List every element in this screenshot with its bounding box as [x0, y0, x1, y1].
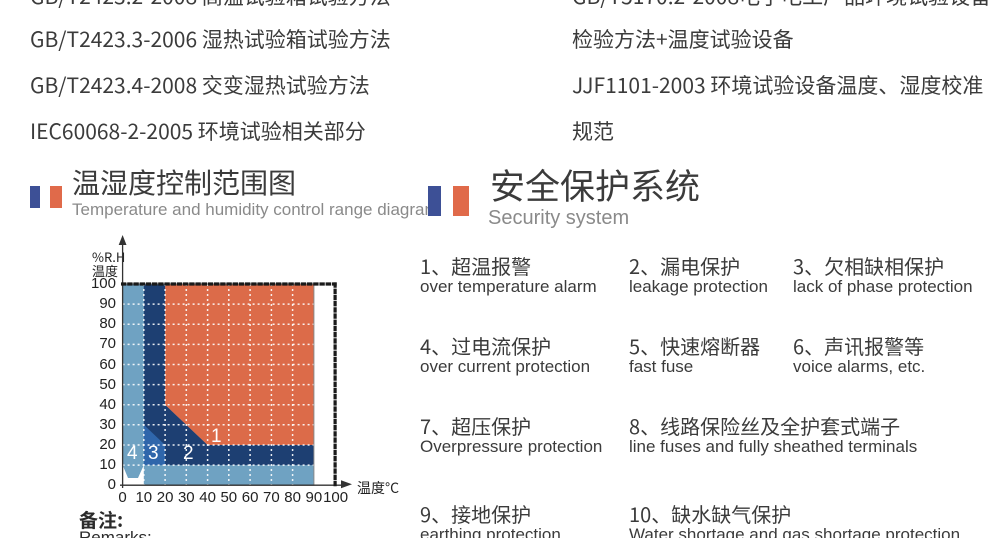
svg-text:3: 3: [148, 443, 159, 464]
svg-text:2: 2: [183, 443, 194, 464]
svg-text:4: 4: [127, 443, 138, 464]
svg-text:1: 1: [211, 426, 222, 447]
